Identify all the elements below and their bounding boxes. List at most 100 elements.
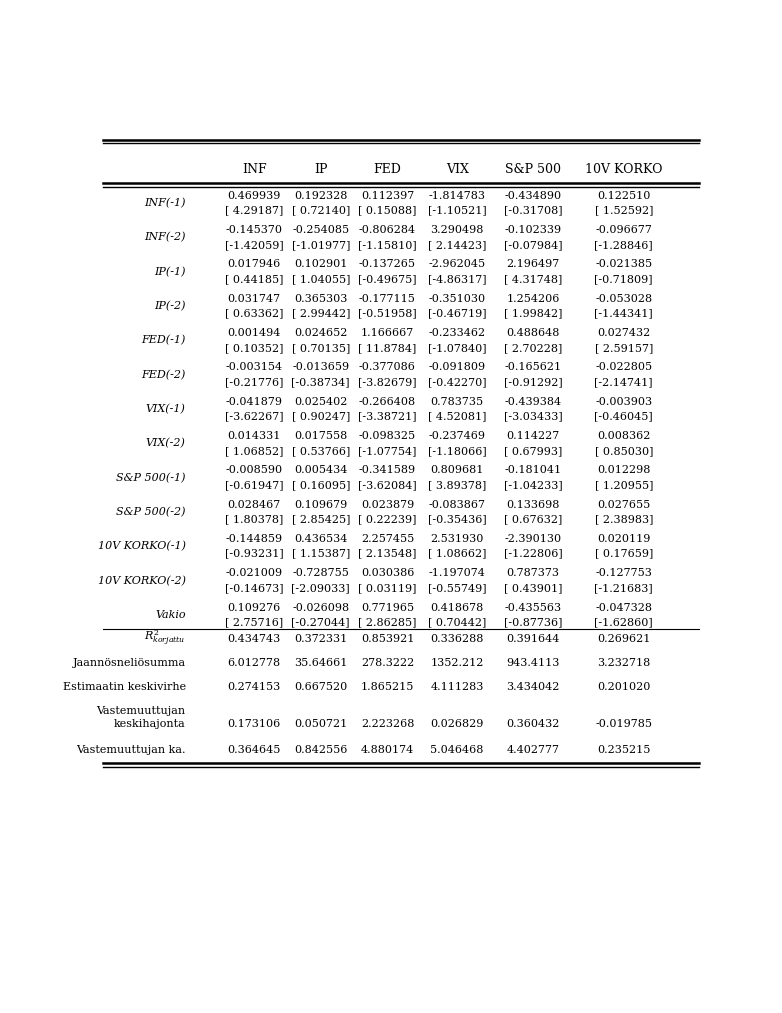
Text: 1352.212: 1352.212 [430, 657, 484, 668]
Text: [-0.55749]: [-0.55749] [428, 583, 486, 593]
Text: 1.254206: 1.254206 [506, 294, 560, 304]
Text: 0.023879: 0.023879 [361, 499, 414, 510]
Text: -0.266408: -0.266408 [359, 396, 416, 406]
Text: [ 0.44185]: [ 0.44185] [225, 275, 283, 284]
Text: [-0.46719]: [-0.46719] [428, 308, 486, 318]
Text: [-0.14673]: [-0.14673] [224, 583, 283, 593]
Text: [-0.93231]: [-0.93231] [224, 549, 284, 559]
Text: [-0.21776]: [-0.21776] [225, 377, 283, 387]
Text: 0.364645: 0.364645 [228, 745, 281, 755]
Text: 0.469939: 0.469939 [228, 190, 281, 201]
Text: [ 0.70442]: [ 0.70442] [428, 617, 486, 627]
Text: [-2.14741]: [-2.14741] [594, 377, 653, 387]
Text: [-0.27044]: [-0.27044] [292, 617, 350, 627]
Text: 0.235215: 0.235215 [597, 745, 651, 755]
Text: [ 0.16095]: [ 0.16095] [292, 480, 350, 490]
Text: -0.165621: -0.165621 [504, 363, 561, 372]
Text: 3.290498: 3.290498 [430, 225, 484, 235]
Text: 0.360432: 0.360432 [506, 719, 560, 728]
Text: [-0.42270]: [-0.42270] [428, 377, 486, 387]
Text: -0.047328: -0.047328 [595, 603, 652, 613]
Text: [-0.31708]: [-0.31708] [504, 206, 562, 216]
Text: [ 0.53766]: [ 0.53766] [292, 446, 350, 456]
Text: Estimaatin keskivirhe: Estimaatin keskivirhe [63, 682, 185, 692]
Text: [-0.87736]: [-0.87736] [504, 617, 562, 627]
Text: [-1.42059]: [-1.42059] [224, 240, 284, 250]
Text: IP(-2): IP(-2) [154, 301, 185, 311]
Text: [ 1.06852]: [ 1.06852] [225, 446, 283, 456]
Text: [ 2.85425]: [ 2.85425] [292, 515, 350, 525]
Text: -0.098325: -0.098325 [359, 431, 416, 441]
Text: [-1.01977]: [-1.01977] [292, 240, 350, 250]
Text: -0.013659: -0.013659 [292, 363, 350, 372]
Text: -0.008590: -0.008590 [225, 465, 282, 475]
Text: [-3.82679]: [-3.82679] [358, 377, 417, 387]
Text: 2.531930: 2.531930 [430, 534, 484, 544]
Text: [ 0.17659]: [ 0.17659] [594, 549, 653, 559]
Text: [ 0.67993]: [ 0.67993] [504, 446, 562, 456]
Text: 0.274153: 0.274153 [228, 682, 281, 692]
Text: 3.434042: 3.434042 [506, 682, 560, 692]
Text: IP: IP [314, 163, 328, 175]
Text: 1.865215: 1.865215 [361, 682, 414, 692]
Text: [ 0.90247]: [ 0.90247] [292, 411, 350, 421]
Text: 35.64661: 35.64661 [294, 657, 347, 668]
Text: -0.341589: -0.341589 [359, 465, 416, 475]
Text: [ 1.08662]: [ 1.08662] [428, 549, 486, 559]
Text: VIX(-2): VIX(-2) [145, 439, 185, 449]
Text: [ 0.70135]: [ 0.70135] [292, 342, 350, 353]
Text: [ 0.22239]: [ 0.22239] [358, 515, 417, 525]
Text: [-0.49675]: [-0.49675] [358, 275, 417, 284]
Text: [ 1.20955]: [ 1.20955] [594, 480, 653, 490]
Text: [ 3.89378]: [ 3.89378] [428, 480, 486, 490]
Text: 0.027432: 0.027432 [597, 328, 651, 338]
Text: -0.021385: -0.021385 [595, 259, 652, 269]
Text: Vakio: Vakio [155, 610, 185, 620]
Text: -0.377086: -0.377086 [359, 363, 416, 372]
Text: [-1.10521]: [-1.10521] [428, 206, 486, 216]
Text: FED(-1): FED(-1) [142, 335, 185, 345]
Text: -0.127753: -0.127753 [595, 568, 652, 578]
Text: 2.257455: 2.257455 [361, 534, 414, 544]
Text: 0.109679: 0.109679 [294, 499, 347, 510]
Text: [-0.71809]: [-0.71809] [594, 275, 653, 284]
Text: [-3.62267]: [-3.62267] [224, 411, 283, 421]
Text: Jaannösneliösumma: Jaannösneliösumma [73, 657, 185, 668]
Text: VIX: VIX [446, 163, 468, 175]
Text: [-1.07754]: [-1.07754] [358, 446, 417, 456]
Text: -0.137265: -0.137265 [359, 259, 416, 269]
Text: 0.434743: 0.434743 [228, 634, 281, 643]
Text: -0.181041: -0.181041 [504, 465, 561, 475]
Text: [-0.07984]: [-0.07984] [504, 240, 562, 250]
Text: [-1.62860]: [-1.62860] [594, 617, 653, 627]
Text: [-0.51958]: [-0.51958] [358, 308, 417, 318]
Text: [ 0.67632]: [ 0.67632] [504, 515, 562, 525]
Text: 0.109276: 0.109276 [228, 603, 281, 613]
Text: [-1.22806]: [-1.22806] [504, 549, 562, 559]
Text: [ 1.52592]: [ 1.52592] [594, 206, 653, 216]
Text: -0.096677: -0.096677 [595, 225, 652, 235]
Text: 0.783735: 0.783735 [431, 396, 484, 406]
Text: 3.232718: 3.232718 [597, 657, 651, 668]
Text: 0.017558: 0.017558 [294, 431, 347, 441]
Text: 0.133698: 0.133698 [506, 499, 560, 510]
Text: S&P 500(-1): S&P 500(-1) [117, 472, 185, 483]
Text: 0.102901: 0.102901 [294, 259, 347, 269]
Text: 0.192328: 0.192328 [294, 190, 347, 201]
Text: -0.351030: -0.351030 [429, 294, 486, 304]
Text: [-0.61947]: [-0.61947] [224, 480, 283, 490]
Text: 0.026829: 0.026829 [430, 719, 484, 728]
Text: [ 11.8784]: [ 11.8784] [358, 342, 417, 353]
Text: -0.806284: -0.806284 [359, 225, 416, 235]
Text: INF(-1): INF(-1) [144, 198, 185, 209]
Text: 0.008362: 0.008362 [597, 431, 651, 441]
Text: -0.237469: -0.237469 [429, 431, 486, 441]
Text: [-0.91292]: [-0.91292] [504, 377, 562, 387]
Text: [-3.03433]: [-3.03433] [504, 411, 562, 421]
Text: Vastemuuttujan ka.: Vastemuuttujan ka. [76, 745, 185, 755]
Text: -0.041879: -0.041879 [226, 396, 282, 406]
Text: -0.145370: -0.145370 [226, 225, 282, 235]
Text: 0.020119: 0.020119 [597, 534, 651, 544]
Text: -0.254085: -0.254085 [292, 225, 350, 235]
Text: 0.201020: 0.201020 [597, 682, 651, 692]
